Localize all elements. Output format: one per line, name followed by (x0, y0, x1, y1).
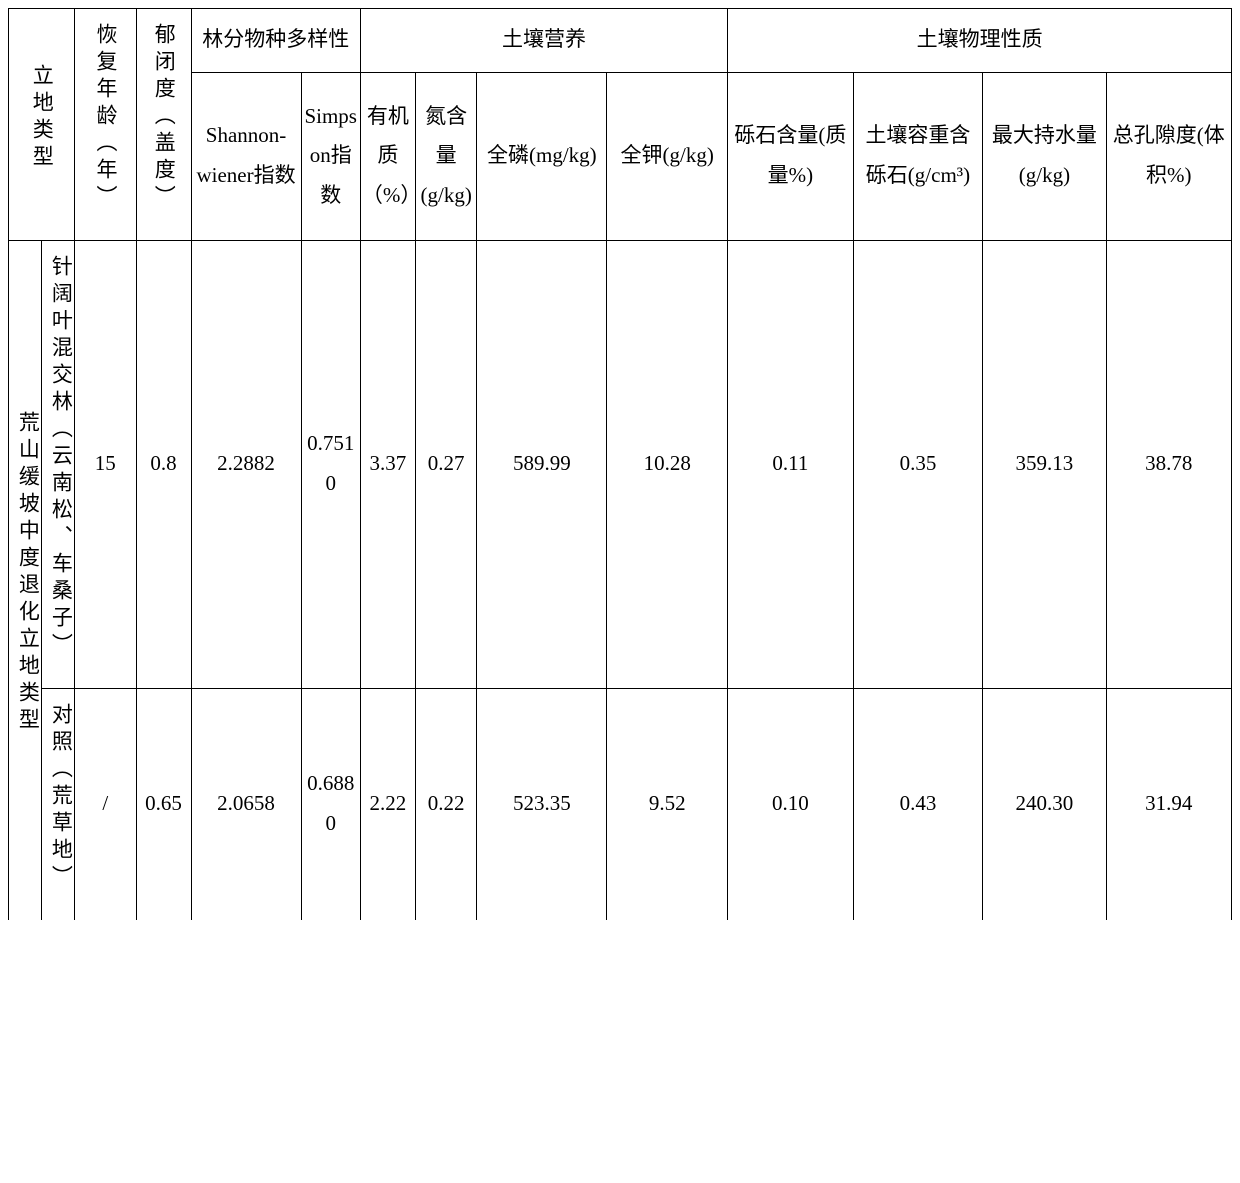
col-recovery-age: 恢复年龄（年） (74, 9, 136, 241)
col-group-soil-physical: 土壤物理性质 (728, 9, 1232, 73)
col-gravel: 砾石含量(质量%) (728, 72, 853, 240)
header-row-1: 立地类型 恢复年龄（年） 郁闭度（盖度） 林分物种多样性 土壤营养 土壤物理性质 (9, 9, 1232, 73)
col-bulk-density: 土壤容重含砾石(g/cm³) (853, 72, 983, 240)
cell-water: 359.13 (983, 240, 1106, 688)
table-row: 荒山缓坡中度退化立地类型 针阔叶混交林（云南松、车桑子） 15 0.8 2.28… (9, 240, 1232, 688)
cell-bulk: 0.35 (853, 240, 983, 688)
header-row-2: Shannon-wiener指数 Simpson指数 有机质（%） 氮含量(g/… (9, 72, 1232, 240)
col-group-diversity: 林分物种多样性 (191, 9, 360, 73)
cell-shannon: 2.2882 (191, 240, 301, 688)
cell-site-category: 荒山缓坡中度退化立地类型 (9, 240, 42, 919)
col-canopy: 郁闭度（盖度） (136, 9, 191, 241)
col-group-soil-nutrient: 土壤营养 (360, 9, 727, 73)
cell-water: 240.30 (983, 688, 1106, 919)
cell-canopy: 0.8 (136, 240, 191, 688)
cell-forest-type: 针阔叶混交林（云南松、车桑子） (41, 240, 74, 688)
cell-bulk: 0.43 (853, 688, 983, 919)
col-site-type: 立地类型 (9, 9, 75, 241)
cell-gravel: 0.10 (728, 688, 853, 919)
col-organic: 有机质（%） (360, 72, 415, 240)
cell-potassium: 9.52 (607, 688, 728, 919)
col-simpson: Simpson指数 (301, 72, 360, 240)
cell-simpson: 0.6880 (301, 688, 360, 919)
cell-canopy: 0.65 (136, 688, 191, 919)
cell-nitrogen: 0.27 (415, 240, 477, 688)
cell-age: / (74, 688, 136, 919)
cell-simpson: 0.7510 (301, 240, 360, 688)
table-row: 对照（荒草地） / 0.65 2.0658 0.6880 2.22 0.22 5… (9, 688, 1232, 919)
col-potassium: 全钾(g/kg) (607, 72, 728, 240)
cell-shannon: 2.0658 (191, 688, 301, 919)
cell-porosity: 38.78 (1106, 240, 1232, 688)
cell-porosity: 31.94 (1106, 688, 1232, 919)
data-table: 立地类型 恢复年龄（年） 郁闭度（盖度） 林分物种多样性 土壤营养 土壤物理性质… (8, 8, 1232, 920)
cell-phosphorus: 523.35 (477, 688, 607, 919)
cell-organic: 3.37 (360, 240, 415, 688)
cell-potassium: 10.28 (607, 240, 728, 688)
cell-age: 15 (74, 240, 136, 688)
col-max-water: 最大持水量(g/kg) (983, 72, 1106, 240)
cell-organic: 2.22 (360, 688, 415, 919)
cell-phosphorus: 589.99 (477, 240, 607, 688)
col-nitrogen: 氮含量(g/kg) (415, 72, 477, 240)
cell-gravel: 0.11 (728, 240, 853, 688)
col-porosity: 总孔隙度(体积%) (1106, 72, 1232, 240)
cell-nitrogen: 0.22 (415, 688, 477, 919)
col-phosphorus: 全磷(mg/kg) (477, 72, 607, 240)
cell-forest-type: 对照（荒草地） (41, 688, 74, 919)
col-shannon: Shannon-wiener指数 (191, 72, 301, 240)
